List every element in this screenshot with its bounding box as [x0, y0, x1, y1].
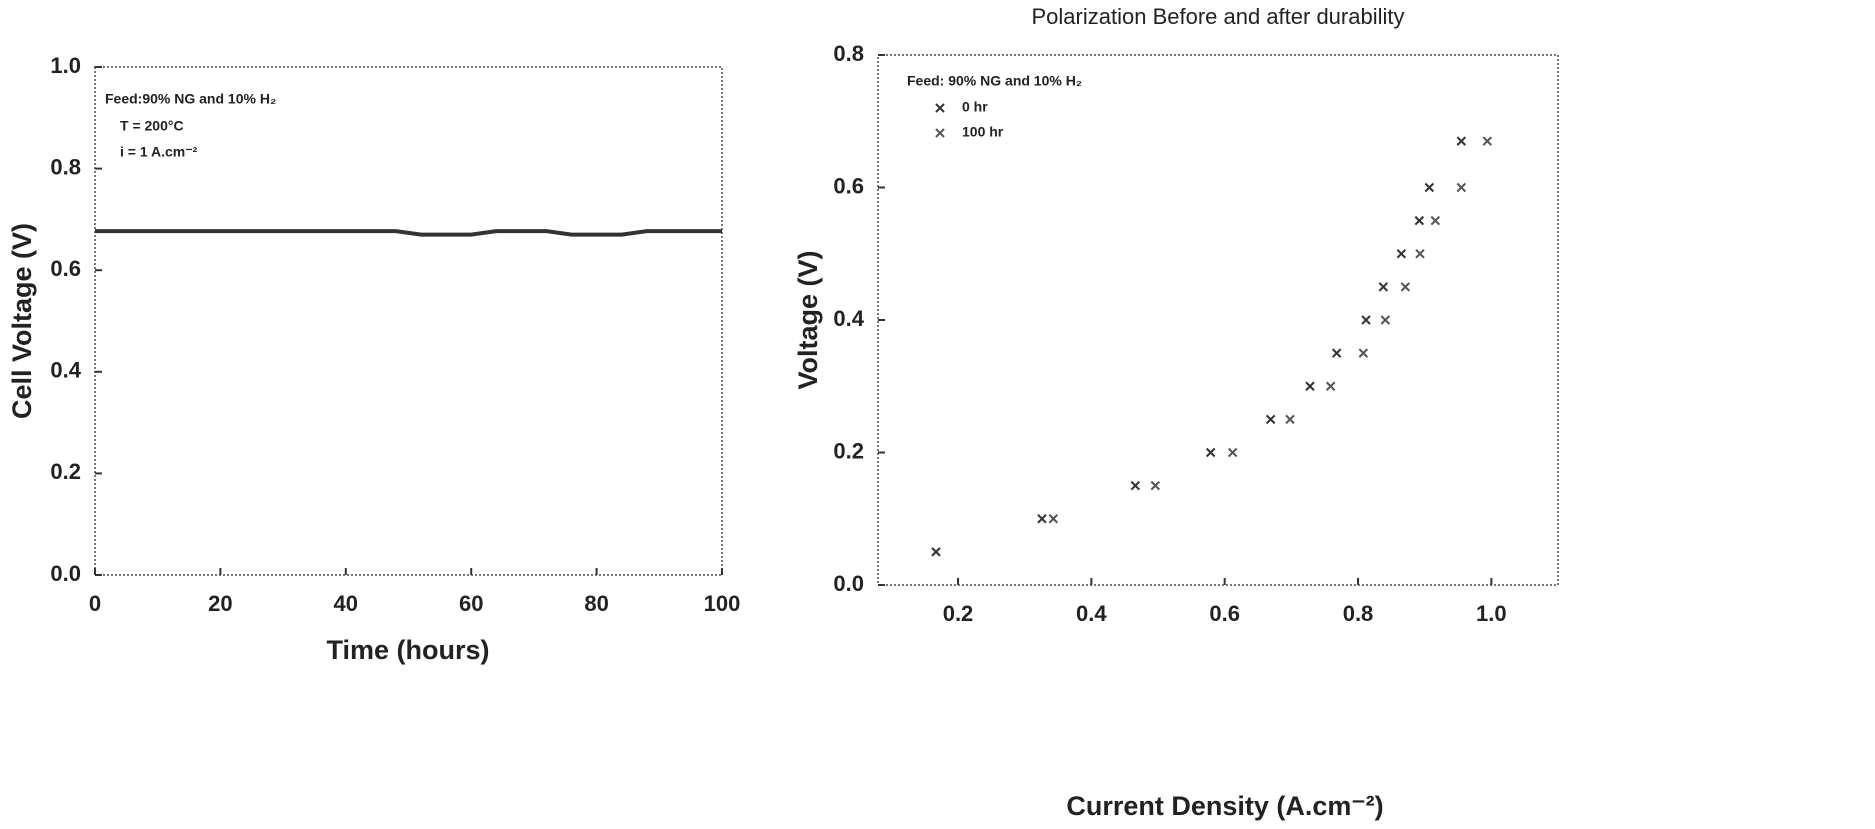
y-tick-label: 0.0 [50, 561, 81, 586]
data-point [1379, 283, 1387, 291]
data-point [1457, 137, 1465, 145]
legend-label: 0 hr [962, 99, 988, 115]
x-tick-label: 100 [704, 591, 741, 616]
data-point [1049, 515, 1057, 523]
y-tick-label: 0.8 [50, 154, 81, 179]
data-point [932, 548, 940, 556]
x-tick-label: 20 [208, 591, 232, 616]
x-tick-label: 1.0 [1476, 601, 1507, 626]
x-tick-label: 60 [459, 591, 483, 616]
x-tick-label: 0.4 [1076, 601, 1107, 626]
x-tick-label: 40 [334, 591, 358, 616]
data-point [1425, 184, 1433, 192]
data-point [1397, 250, 1405, 258]
data-line [95, 231, 722, 235]
chart-title: Polarization Before and after durability [1032, 4, 1405, 29]
x-axis-label: Time (hours) [326, 635, 489, 665]
y-tick-label: 0.2 [50, 459, 81, 484]
data-point [1306, 382, 1314, 390]
data-point [1359, 349, 1367, 357]
data-point [1415, 217, 1423, 225]
y-tick-label: 1.0 [50, 53, 81, 78]
y-tick-label: 0.4 [50, 358, 81, 383]
legend-label: 100 hr [962, 124, 1004, 140]
x-tick-label: 0.8 [1343, 601, 1374, 626]
data-point [1333, 349, 1341, 357]
data-point [1483, 137, 1491, 145]
data-point [1381, 316, 1389, 324]
y-tick-label: 0.6 [50, 256, 81, 281]
data-point [1362, 316, 1370, 324]
annotation: Feed:90% NG and 10% H₂ [105, 91, 276, 107]
y-tick-label: 0.4 [833, 306, 864, 331]
y-axis-label: Cell Voltage (V) [7, 223, 37, 419]
y-axis-label: Voltage (V) [793, 250, 823, 389]
data-point [1457, 184, 1465, 192]
y-tick-label: 0.8 [833, 41, 864, 66]
data-point [1207, 449, 1215, 457]
y-tick-label: 0.6 [833, 173, 864, 198]
x-axis-label: Current Density (A.cm⁻²) [1066, 791, 1383, 821]
annotation: T = 200°C [120, 118, 184, 134]
x-tick-label: 80 [584, 591, 608, 616]
y-tick-label: 0.2 [833, 438, 864, 463]
legend-marker [936, 104, 944, 112]
x-tick-label: 0.6 [1209, 601, 1240, 626]
data-point [1431, 217, 1439, 225]
x-tick-label: 0.2 [943, 601, 974, 626]
data-point [1416, 250, 1424, 258]
data-point [1286, 415, 1294, 423]
data-point [1267, 415, 1275, 423]
data-point [1038, 515, 1046, 523]
data-point [1401, 283, 1409, 291]
x-tick-label: 0 [89, 591, 101, 616]
annotation: i = 1 A.cm⁻² [120, 144, 198, 160]
legend-marker [936, 129, 944, 137]
data-point [1131, 482, 1139, 490]
y-tick-label: 0.0 [833, 571, 864, 596]
data-point [1151, 482, 1159, 490]
data-point [1229, 449, 1237, 457]
data-point [1327, 382, 1335, 390]
annotation: Feed: 90% NG and 10% H₂ [907, 73, 1082, 89]
